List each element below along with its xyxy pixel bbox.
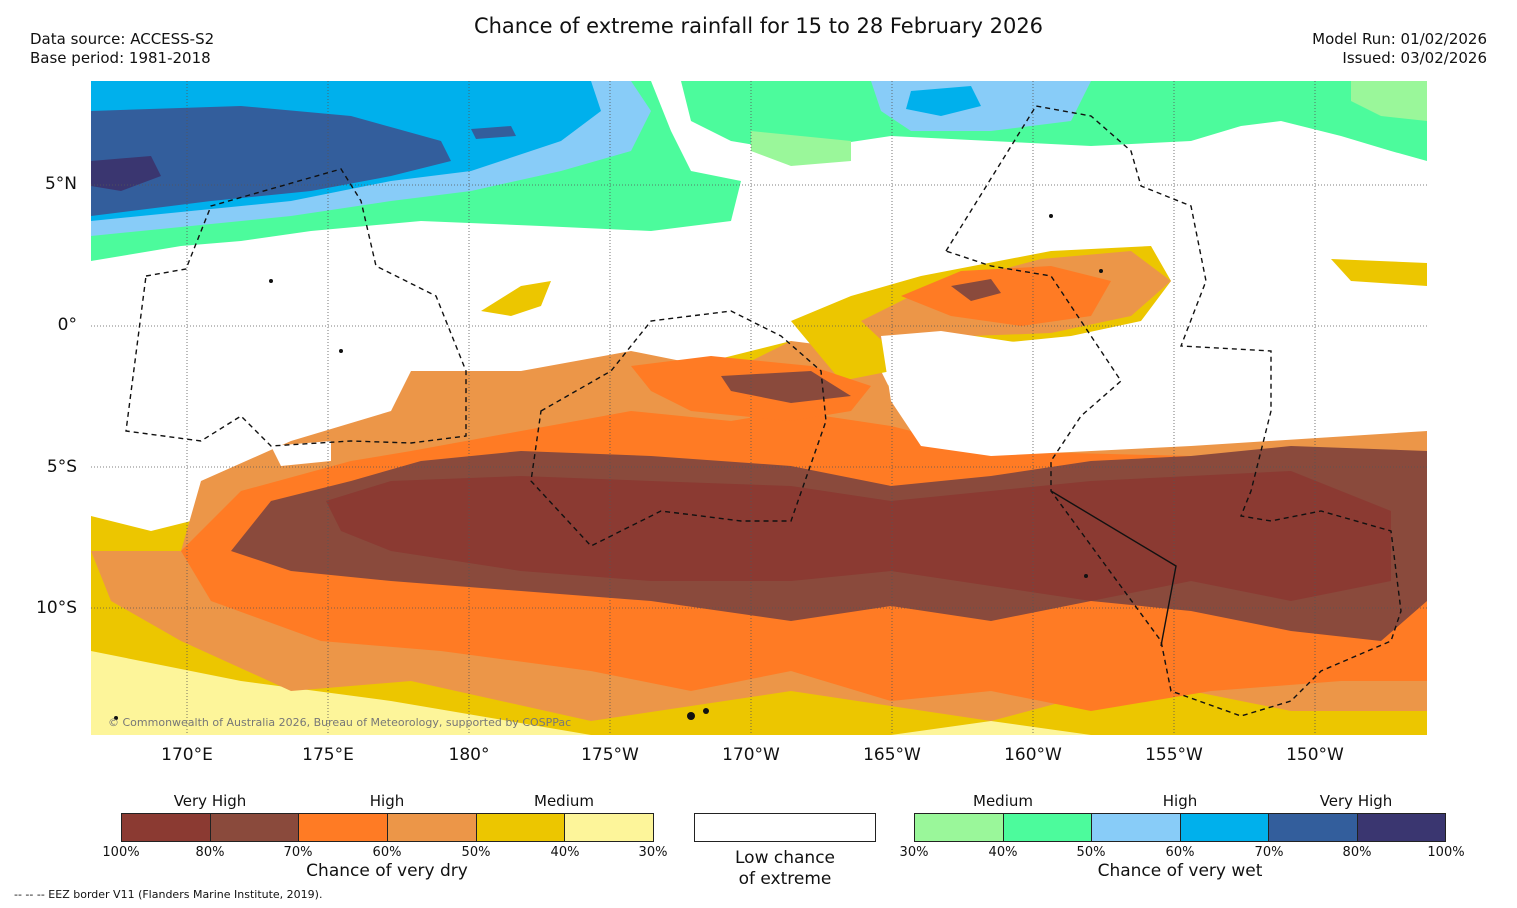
legend-wet-tick: 50% [1076,845,1106,860]
dry-central-patch-core [721,371,851,403]
swatch-dry-80-70 [210,814,300,841]
base-period: Base period: 1981-2018 [30,49,211,67]
copyright-notice: © Commonwealth of Australia 2026, Bureau… [108,716,572,729]
graticule [91,81,1427,735]
legend-low-caption-line2: of extreme [738,869,832,889]
legend-wet-colorbar [914,813,1446,842]
lon-label-175e: 175°E [302,745,354,765]
legend-dry-colorbar [121,813,654,842]
lon-label-170e: 170°E [161,745,213,765]
wet-very-high-region [91,106,451,216]
legend-wet-caption: Chance of very wet [1097,861,1263,881]
swatch-wet-70-80 [1269,814,1358,841]
wet-medium-light-region-central [751,131,851,166]
legend-dry-tick: 60% [372,845,402,860]
swatch-dry-60-50 [388,814,477,841]
legend-dry-heading-high: High [369,792,405,810]
eez-solid-border [1050,490,1177,647]
eez-footnote: -- -- -- EEZ border V11 (Flanders Marine… [14,888,323,901]
wet-patch-west [471,126,516,139]
wet-high-region-east [906,86,981,116]
lon-label-155w: 155°W [1145,745,1203,765]
swatch-dry-100-80 [122,814,211,841]
legend-wet-tick: 40% [988,845,1018,860]
legend-dry-tick: 50% [461,845,491,860]
model-run: Model Run: 01/02/2026 [1312,30,1487,48]
legend-dry-tick: 80% [195,845,225,860]
swatch-dry-40-30 [565,814,654,841]
legend-dry-tick: 30% [638,845,668,860]
legend-dry-tick: 40% [550,845,580,860]
lon-label-150w: 150°W [1286,745,1344,765]
legend-dry-caption: Chance of very dry [306,861,468,881]
swatch-dry-50-40 [476,814,566,841]
low-chance-hole-west [271,441,331,466]
run-info: Model Run: 01/02/2026 Issued: 03/02/2026 [1312,30,1487,68]
lat-label-10s: 10°S [36,598,77,618]
dry-north-patch [481,281,551,316]
dry-northeast-patch [1331,259,1427,286]
map-title: Chance of extreme rainfall for 15 to 28 … [473,14,1044,38]
legend-dry-heading-medium: Medium [534,792,594,810]
low-chance-hole-east [881,331,1427,456]
legend-wet-heading-medium: Medium [973,792,1033,810]
lon-label-160w: 160°W [1004,745,1062,765]
swatch-wet-60-70 [1180,814,1269,841]
lat-label-5s: 5°S [46,457,77,477]
legend-low-chance-caption: Low chance of extreme [685,848,885,890]
legend-wet-tick: 70% [1254,845,1284,860]
lon-label-180: 180° [448,745,490,765]
legend-wet-tick: 30% [899,845,929,860]
legend-low-chance-swatch [694,813,876,842]
wet-medium-light-region [1351,81,1427,121]
legend-wet-heading-very-high: Very High [1319,792,1393,810]
source-info: Data source: ACCESS-S2 Base period: 1981… [30,30,214,68]
legend-wet-tick: 100% [1427,845,1465,860]
dry-equatorial-high-region [901,266,1111,326]
swatch-wet-50-60 [1092,814,1181,841]
dry-equatorial-core-region [951,279,1001,301]
swatch-dry-70-60 [299,814,389,841]
legend-low-caption-line1: Low chance [735,848,835,868]
issued-date: Issued: 03/02/2026 [1342,49,1487,67]
lat-label-5n: 5°N [44,174,77,194]
legend-dry-heading-very-high: Very High [173,792,247,810]
lon-label-165w: 165°W [863,745,921,765]
wet-very-high-core-region [91,156,161,191]
lat-label-0: 0° [57,315,77,335]
legend-wet-tick: 60% [1165,845,1195,860]
swatch-wet-40-50 [1003,814,1092,841]
legend-dry-tick: 70% [283,845,313,860]
lon-label-170w: 170°W [722,745,780,765]
swatch-wet-30-40 [915,814,1004,841]
islands [114,214,1103,720]
legend-wet-tick: 80% [1342,845,1372,860]
lon-label-175w: 175°W [581,745,639,765]
eez-borders [125,105,1402,717]
dry-very-high-core-region [326,471,1391,601]
legend-dry-tick: 100% [102,845,140,860]
swatch-wet-80-100 [1357,814,1445,841]
data-source: Data source: ACCESS-S2 [30,30,215,48]
map-canvas [91,81,1427,735]
legend-wet-heading-high: High [1162,792,1198,810]
rainfall-map [91,81,1427,735]
